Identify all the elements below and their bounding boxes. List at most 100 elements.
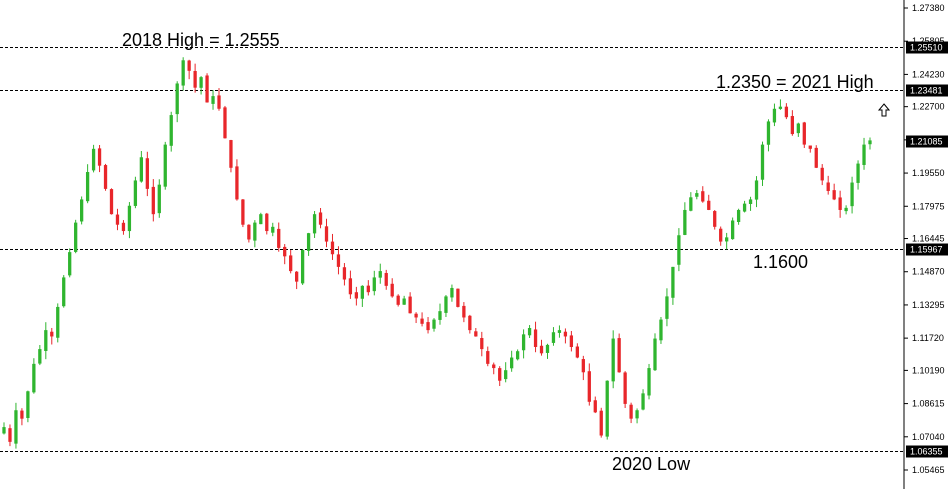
candle-down <box>408 296 412 314</box>
price-tick-label: 1.25805 <box>912 36 945 46</box>
horizontal-levels <box>0 47 904 452</box>
candle-down <box>808 145 812 149</box>
candle-down <box>109 189 114 215</box>
candle-down <box>802 122 806 145</box>
level-label: 1.15967 <box>910 245 943 255</box>
candles <box>2 57 872 449</box>
candle-down <box>336 254 341 267</box>
candle-down <box>713 211 717 227</box>
price-tick-label: 1.16445 <box>912 234 945 244</box>
level-label: 1.06355 <box>910 447 943 457</box>
candle-up <box>139 157 144 182</box>
price-tick-label: 1.19550 <box>912 168 945 178</box>
candle-down <box>193 71 197 88</box>
candle-up <box>551 332 556 343</box>
candle-up <box>44 330 48 351</box>
candle-down <box>103 165 108 189</box>
candle-down <box>838 197 842 210</box>
candle-down <box>784 106 789 118</box>
candle-down <box>426 322 430 331</box>
annotation-2018-high: 2018 High = 1.2555 <box>122 30 280 50</box>
candle-down <box>241 199 245 225</box>
candle-down <box>235 166 239 200</box>
candle-up <box>611 338 615 382</box>
candle-up <box>2 427 6 434</box>
candle-down <box>295 271 299 282</box>
candle-up <box>856 163 860 183</box>
candle-down <box>492 364 496 369</box>
candle-up <box>605 380 609 437</box>
candle-up <box>647 368 651 396</box>
candle-up <box>754 180 759 200</box>
candle-down <box>277 228 281 248</box>
candle-up <box>432 319 436 329</box>
candle-down <box>330 241 335 255</box>
candle-up <box>736 209 741 223</box>
candle-down <box>832 190 836 200</box>
candle-down <box>97 148 102 166</box>
candle-up <box>372 277 376 292</box>
candle-up <box>169 115 173 146</box>
candle-down <box>539 345 544 354</box>
candle-up <box>32 363 36 393</box>
annotation-1-1600: 1.1600 <box>753 252 808 272</box>
price-tick-label: 1.22700 <box>912 102 945 112</box>
price-tick-label: 1.05465 <box>912 465 945 475</box>
candle-down <box>366 285 370 293</box>
candle-down <box>318 212 323 225</box>
candle-up <box>641 393 645 410</box>
level-label-box <box>906 243 948 256</box>
annotation-2021-high: 1.2350 = 2021 High <box>716 72 874 92</box>
candle-down <box>187 60 191 71</box>
candle-down <box>247 224 251 240</box>
candle-up <box>557 330 562 333</box>
candle-down <box>707 200 711 210</box>
candle-down <box>121 222 126 232</box>
candle-up <box>259 214 263 225</box>
price-tick-label: 1.13295 <box>912 300 945 310</box>
candle-up <box>14 410 18 444</box>
current-price-label: 1.21085 <box>910 137 943 147</box>
price-level-labels: 1.25510 1.23481 1.15967 1.06355 1.21085 <box>906 41 948 458</box>
price-tick-label: 1.07040 <box>912 432 945 442</box>
candle-up <box>545 344 550 353</box>
candle-up <box>850 182 854 207</box>
candle-down <box>324 226 329 242</box>
level-label-box <box>906 445 948 458</box>
candle-up <box>742 203 747 212</box>
candle-up <box>300 250 305 284</box>
candle-down <box>486 351 490 364</box>
candle-down <box>223 107 227 139</box>
candle-down <box>617 338 621 373</box>
candle-down <box>390 283 394 297</box>
candle-up <box>862 144 866 165</box>
candle-up <box>689 197 693 211</box>
level-label: 1.23481 <box>910 86 943 96</box>
candle-up <box>175 83 179 115</box>
candle-up <box>504 370 508 380</box>
price-tick-label: 1.10190 <box>912 365 945 375</box>
candle-up <box>772 108 777 123</box>
candle-down <box>420 318 424 324</box>
candle-up <box>653 338 657 371</box>
candle-up <box>199 77 203 88</box>
candle-down <box>581 359 585 373</box>
candle-up <box>515 351 520 360</box>
annotation-2020-low: 2020 Low <box>612 454 691 474</box>
candle-up <box>56 306 60 338</box>
price-tick-label: 1.14870 <box>912 267 945 277</box>
candle-down <box>629 404 633 419</box>
candle-up <box>868 140 872 145</box>
candle-down <box>719 228 723 242</box>
candle-up <box>306 233 311 251</box>
candle-up <box>521 334 526 351</box>
candle-down <box>205 75 209 103</box>
candle-down <box>826 182 830 191</box>
candle-up <box>62 277 66 307</box>
current-price-box <box>906 135 948 148</box>
candle-up <box>683 209 687 235</box>
candle-up <box>378 271 382 278</box>
candle-up <box>74 222 78 252</box>
price-axis: 1.273801.258051.242301.227001.211251.195… <box>903 0 945 489</box>
